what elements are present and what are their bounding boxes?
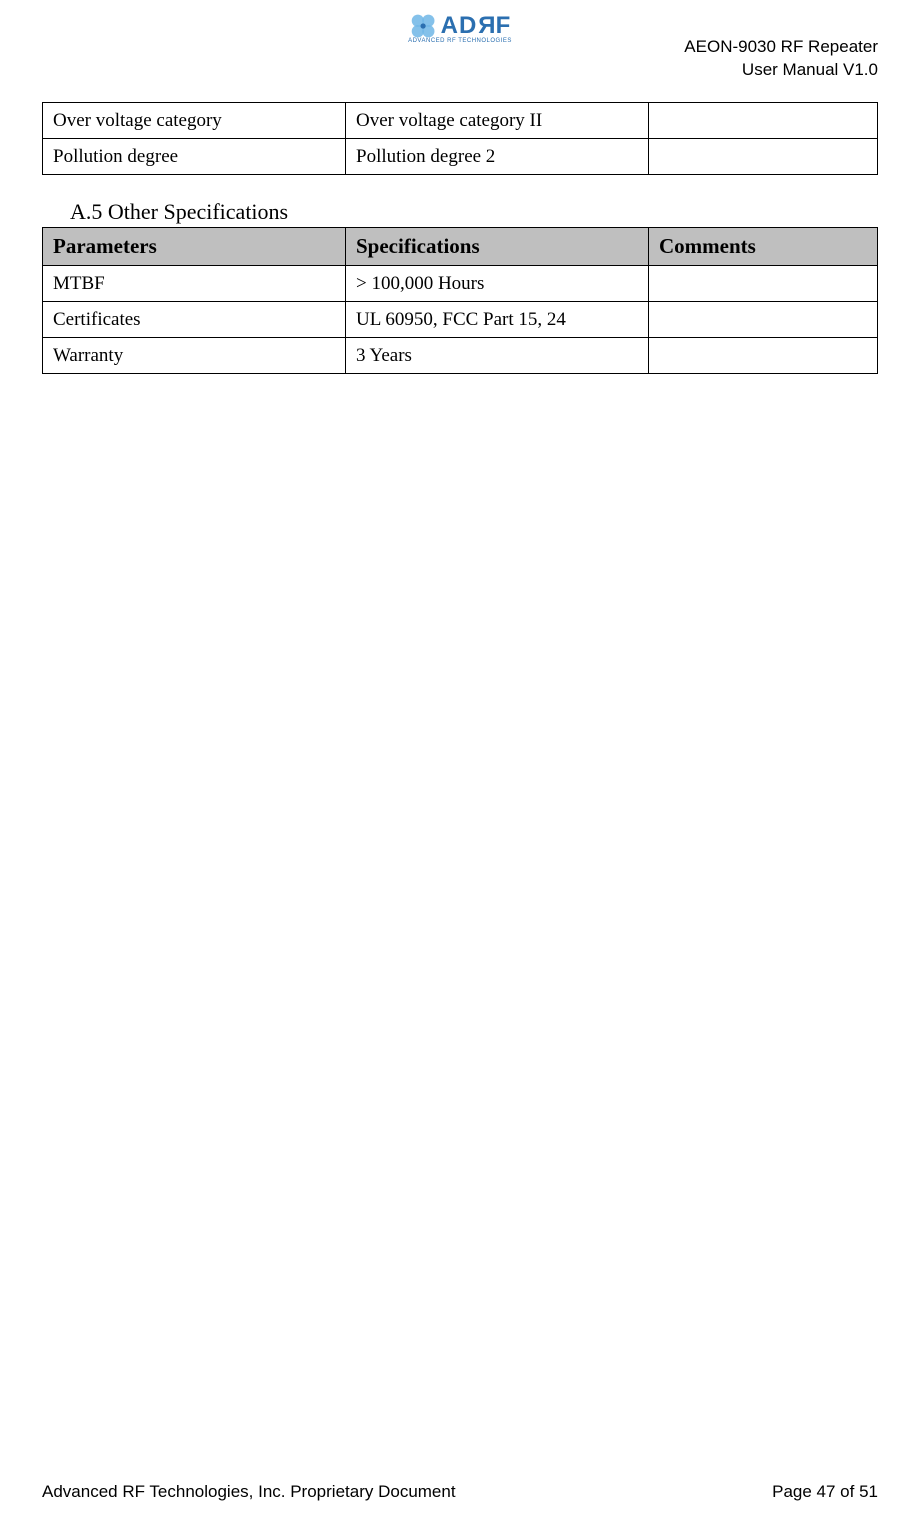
cell-comm (649, 103, 878, 139)
footer-left: Advanced RF Technologies, Inc. Proprieta… (42, 1482, 456, 1502)
spec-table-other: Parameters Specifications Comments MTBF … (42, 227, 878, 374)
table-continuation-wrap: Over voltage category Over voltage categ… (42, 102, 878, 175)
col-header-param: Parameters (43, 228, 346, 266)
doc-title-line1: AEON-9030 RF Repeater (684, 36, 878, 59)
col-header-spec: Specifications (346, 228, 649, 266)
logo-row: ADRF (408, 12, 512, 40)
logo-brand-text: ADRF (441, 12, 512, 40)
cell-comm (649, 302, 878, 338)
footer-right: Page 47 of 51 (772, 1482, 878, 1502)
page-header: ADRF ADVANCED RF TECHNOLOGIES AEON-9030 … (42, 10, 878, 90)
company-logo: ADRF ADVANCED RF TECHNOLOGIES (408, 12, 512, 44)
table-row: Certificates UL 60950, FCC Part 15, 24 (43, 302, 878, 338)
table-row: Pollution degree Pollution degree 2 (43, 139, 878, 175)
section-heading: A.5 Other Specifications (70, 199, 878, 225)
cell-spec: Over voltage category II (346, 103, 649, 139)
cell-comm (649, 338, 878, 374)
cell-param: MTBF (43, 266, 346, 302)
logo-subtext: ADVANCED RF TECHNOLOGIES (408, 38, 512, 44)
page: ADRF ADVANCED RF TECHNOLOGIES AEON-9030 … (0, 0, 920, 1526)
cell-param: Over voltage category (43, 103, 346, 139)
cell-param: Certificates (43, 302, 346, 338)
cell-comm (649, 266, 878, 302)
logo-mark-icon (409, 12, 437, 40)
spec-table-continuation: Over voltage category Over voltage categ… (42, 102, 878, 175)
table-row: Over voltage category Over voltage categ… (43, 103, 878, 139)
document-title: AEON-9030 RF Repeater User Manual V1.0 (684, 36, 878, 82)
cell-spec: Pollution degree 2 (346, 139, 649, 175)
cell-spec: > 100,000 Hours (346, 266, 649, 302)
cell-param: Pollution degree (43, 139, 346, 175)
table-header-row: Parameters Specifications Comments (43, 228, 878, 266)
col-header-comm: Comments (649, 228, 878, 266)
table-row: MTBF > 100,000 Hours (43, 266, 878, 302)
cell-spec: UL 60950, FCC Part 15, 24 (346, 302, 649, 338)
table-row: Warranty 3 Years (43, 338, 878, 374)
cell-param: Warranty (43, 338, 346, 374)
cell-comm (649, 139, 878, 175)
doc-title-line2: User Manual V1.0 (684, 59, 878, 82)
page-footer: Advanced RF Technologies, Inc. Proprieta… (42, 1482, 878, 1502)
cell-spec: 3 Years (346, 338, 649, 374)
